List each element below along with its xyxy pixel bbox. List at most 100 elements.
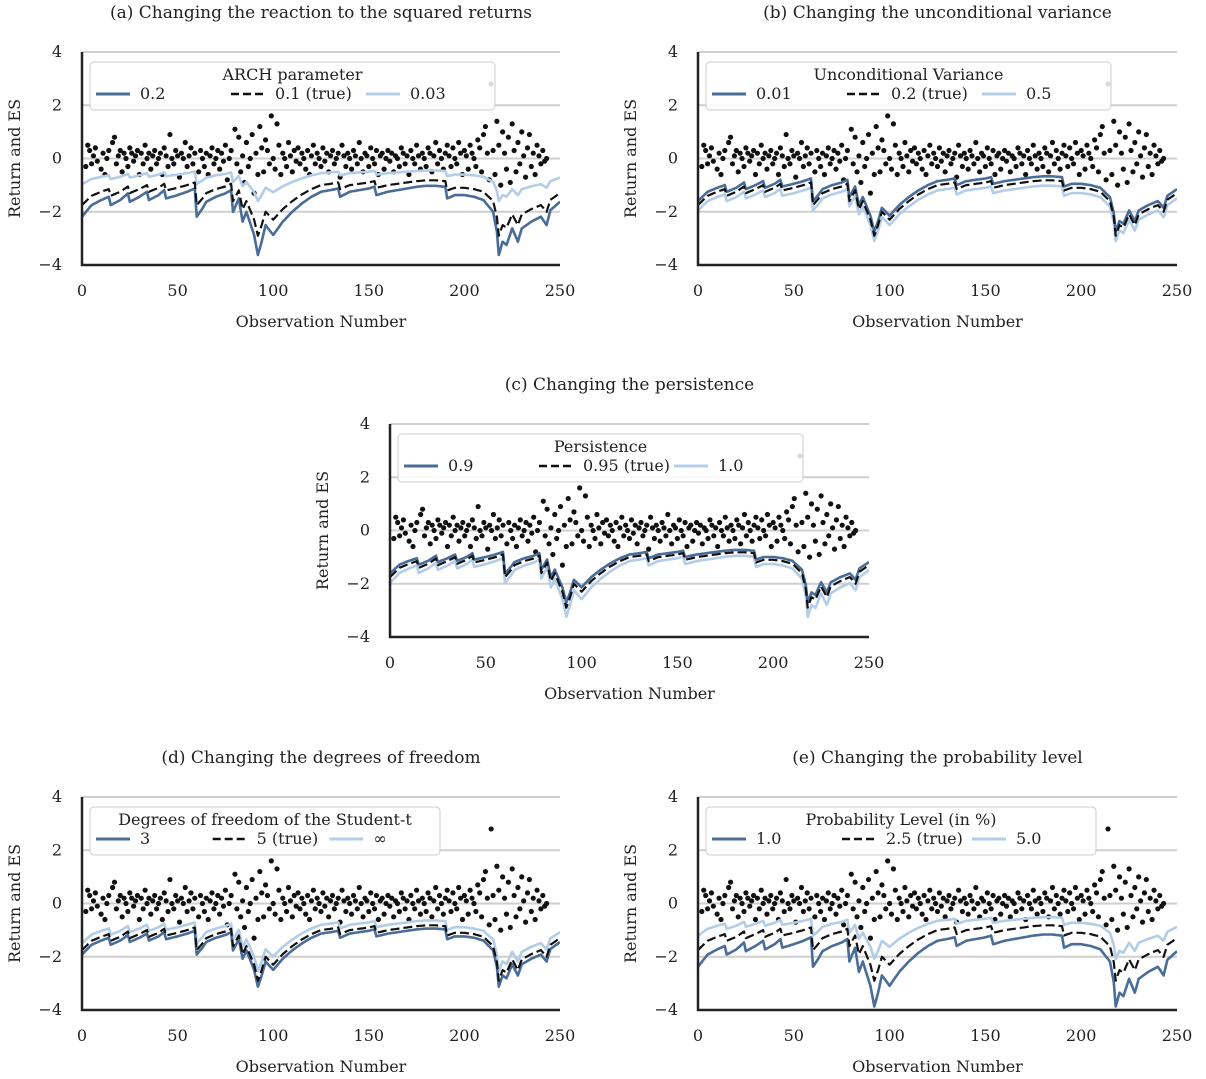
return-point	[523, 519, 529, 526]
return-point	[871, 171, 877, 178]
series-line-2	[390, 554, 869, 619]
return-point	[938, 158, 944, 164]
return-point	[1141, 145, 1148, 151]
return-point	[218, 150, 225, 156]
y-tick-label: 0	[668, 149, 678, 168]
return-point	[845, 525, 851, 531]
return-point	[710, 158, 716, 164]
return-point	[111, 134, 118, 140]
return-point	[119, 169, 125, 175]
return-point	[969, 153, 975, 159]
return-point	[521, 898, 527, 904]
return-point	[906, 914, 912, 920]
y-tick-label: 2	[668, 840, 678, 859]
return-point	[462, 533, 468, 539]
return-point	[425, 519, 431, 526]
return-point	[442, 895, 448, 901]
return-point	[1145, 163, 1151, 170]
return-point	[148, 911, 154, 917]
series-line-2	[82, 169, 560, 203]
return-point	[1024, 892, 1031, 899]
return-point	[1122, 134, 1128, 140]
panel-d: (d) Changing the degrees of freedom 4 2 0 −2…	[5, 0, 575, 1076]
return-point	[203, 895, 209, 901]
legend-title: ARCH parameter	[221, 65, 362, 84]
return-point	[180, 900, 186, 907]
return-point	[831, 147, 837, 154]
return-point	[1023, 171, 1029, 178]
return-point	[456, 884, 462, 891]
return-point	[526, 876, 533, 883]
return-point	[125, 163, 131, 170]
return-point	[463, 898, 469, 904]
return-point	[651, 535, 658, 542]
return-point	[169, 155, 175, 162]
return-point	[569, 541, 575, 547]
return-point	[555, 0, 560, 3]
y-tick-label: 4	[52, 42, 62, 61]
return-point	[789, 147, 795, 154]
return-point	[965, 166, 971, 172]
legend-label: 0.5	[1026, 84, 1051, 103]
legend-title: Degrees of freedom of the Student-t	[118, 810, 412, 829]
return-point	[856, 898, 862, 904]
return-point	[768, 147, 774, 154]
return-point	[350, 147, 357, 154]
legend-label: 0.2 (true)	[891, 84, 968, 103]
return-point	[1046, 169, 1052, 175]
return-point	[171, 161, 177, 167]
return-point	[1151, 887, 1157, 893]
return-point	[477, 145, 483, 151]
return-point	[986, 900, 992, 907]
return-point	[335, 895, 341, 901]
return-point	[121, 895, 127, 901]
return-point	[473, 908, 479, 915]
series-line-2	[698, 915, 1177, 960]
return-point	[1067, 145, 1073, 151]
return-point	[301, 900, 307, 907]
x-axis-label: Observation Number	[236, 312, 407, 331]
return-point	[175, 898, 181, 904]
return-point	[222, 142, 228, 148]
return-point	[245, 908, 251, 915]
return-point	[950, 155, 956, 162]
return-point	[511, 522, 518, 528]
return-point	[1116, 874, 1123, 880]
return-point	[990, 147, 996, 154]
return-point	[1088, 900, 1094, 907]
return-point	[925, 898, 931, 904]
y-tick-label: 2	[668, 95, 678, 114]
return-point	[356, 884, 362, 891]
return-point	[121, 150, 127, 156]
return-point	[768, 543, 774, 550]
return-point	[1092, 137, 1098, 143]
return-point	[282, 900, 288, 907]
return-point	[522, 919, 529, 925]
return-point	[1082, 911, 1088, 917]
return-point	[421, 155, 427, 162]
return-point	[720, 900, 726, 907]
return-point	[1080, 153, 1086, 159]
y-tick-label: 4	[360, 414, 370, 433]
return-point	[781, 908, 787, 915]
return-point	[1116, 129, 1123, 135]
return-point	[228, 892, 234, 899]
return-point	[414, 887, 420, 893]
return-point	[749, 898, 755, 904]
return-point	[814, 506, 820, 512]
return-point	[153, 161, 160, 167]
return-point	[431, 527, 437, 534]
return-point	[752, 916, 759, 923]
return-point	[115, 153, 121, 159]
return-point	[243, 884, 250, 891]
return-point	[1109, 171, 1115, 178]
return-point	[575, 533, 581, 539]
return-point	[718, 916, 724, 923]
return-point	[513, 914, 519, 920]
return-point	[522, 174, 529, 180]
return-point	[180, 155, 186, 162]
return-point	[766, 522, 772, 528]
return-point	[113, 906, 120, 912]
return-point	[306, 916, 313, 923]
return-point	[247, 155, 253, 162]
